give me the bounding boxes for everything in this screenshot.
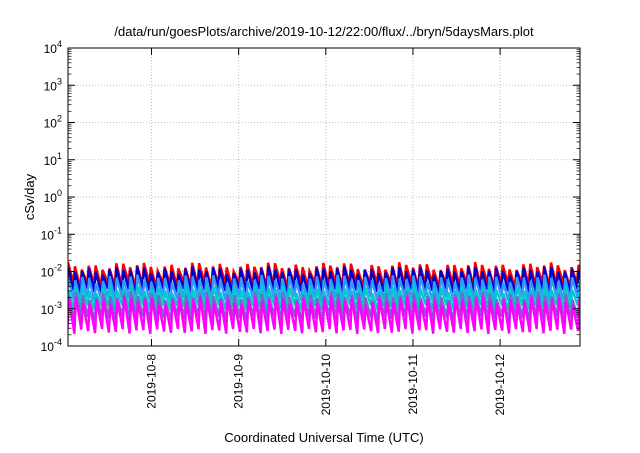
y-tick-label: 10-4 bbox=[41, 337, 62, 354]
y-tick-label: 104 bbox=[44, 39, 62, 56]
y-axis-label: cSv/day bbox=[22, 173, 37, 220]
x-axis-ticks: 2019-10-8 2019-10-9 2019-10-10 2019-10-11 20… bbox=[145, 48, 507, 416]
y-tick-label: 101 bbox=[44, 151, 62, 168]
y-tick-label: 103 bbox=[44, 76, 62, 93]
y-tick-label: 10-3 bbox=[41, 300, 62, 317]
y-axis-ticks: 10-4 10-3 10-2 10-1 100 101 102 103 104 bbox=[41, 39, 580, 354]
y-tick-label: 10-2 bbox=[41, 263, 62, 280]
x-tick-label: 2019-10-10 bbox=[319, 354, 333, 416]
x-tick-label: 2019-10-9 bbox=[232, 354, 246, 409]
y-tick-label: 10-1 bbox=[41, 225, 62, 242]
series-group bbox=[68, 261, 580, 334]
x-tick-label: 2019-10-8 bbox=[145, 354, 159, 409]
x-tick-label: 2019-10-12 bbox=[493, 354, 507, 416]
series-line bbox=[68, 296, 580, 334]
x-axis-label: Coordinated Universal Time (UTC) bbox=[224, 430, 423, 445]
chart-title: /data/run/goesPlots/archive/2019-10-12/2… bbox=[114, 24, 534, 39]
x-tick-label: 2019-10-11 bbox=[406, 354, 420, 415]
y-tick-label: 100 bbox=[44, 188, 62, 205]
y-tick-label: 102 bbox=[44, 114, 62, 131]
